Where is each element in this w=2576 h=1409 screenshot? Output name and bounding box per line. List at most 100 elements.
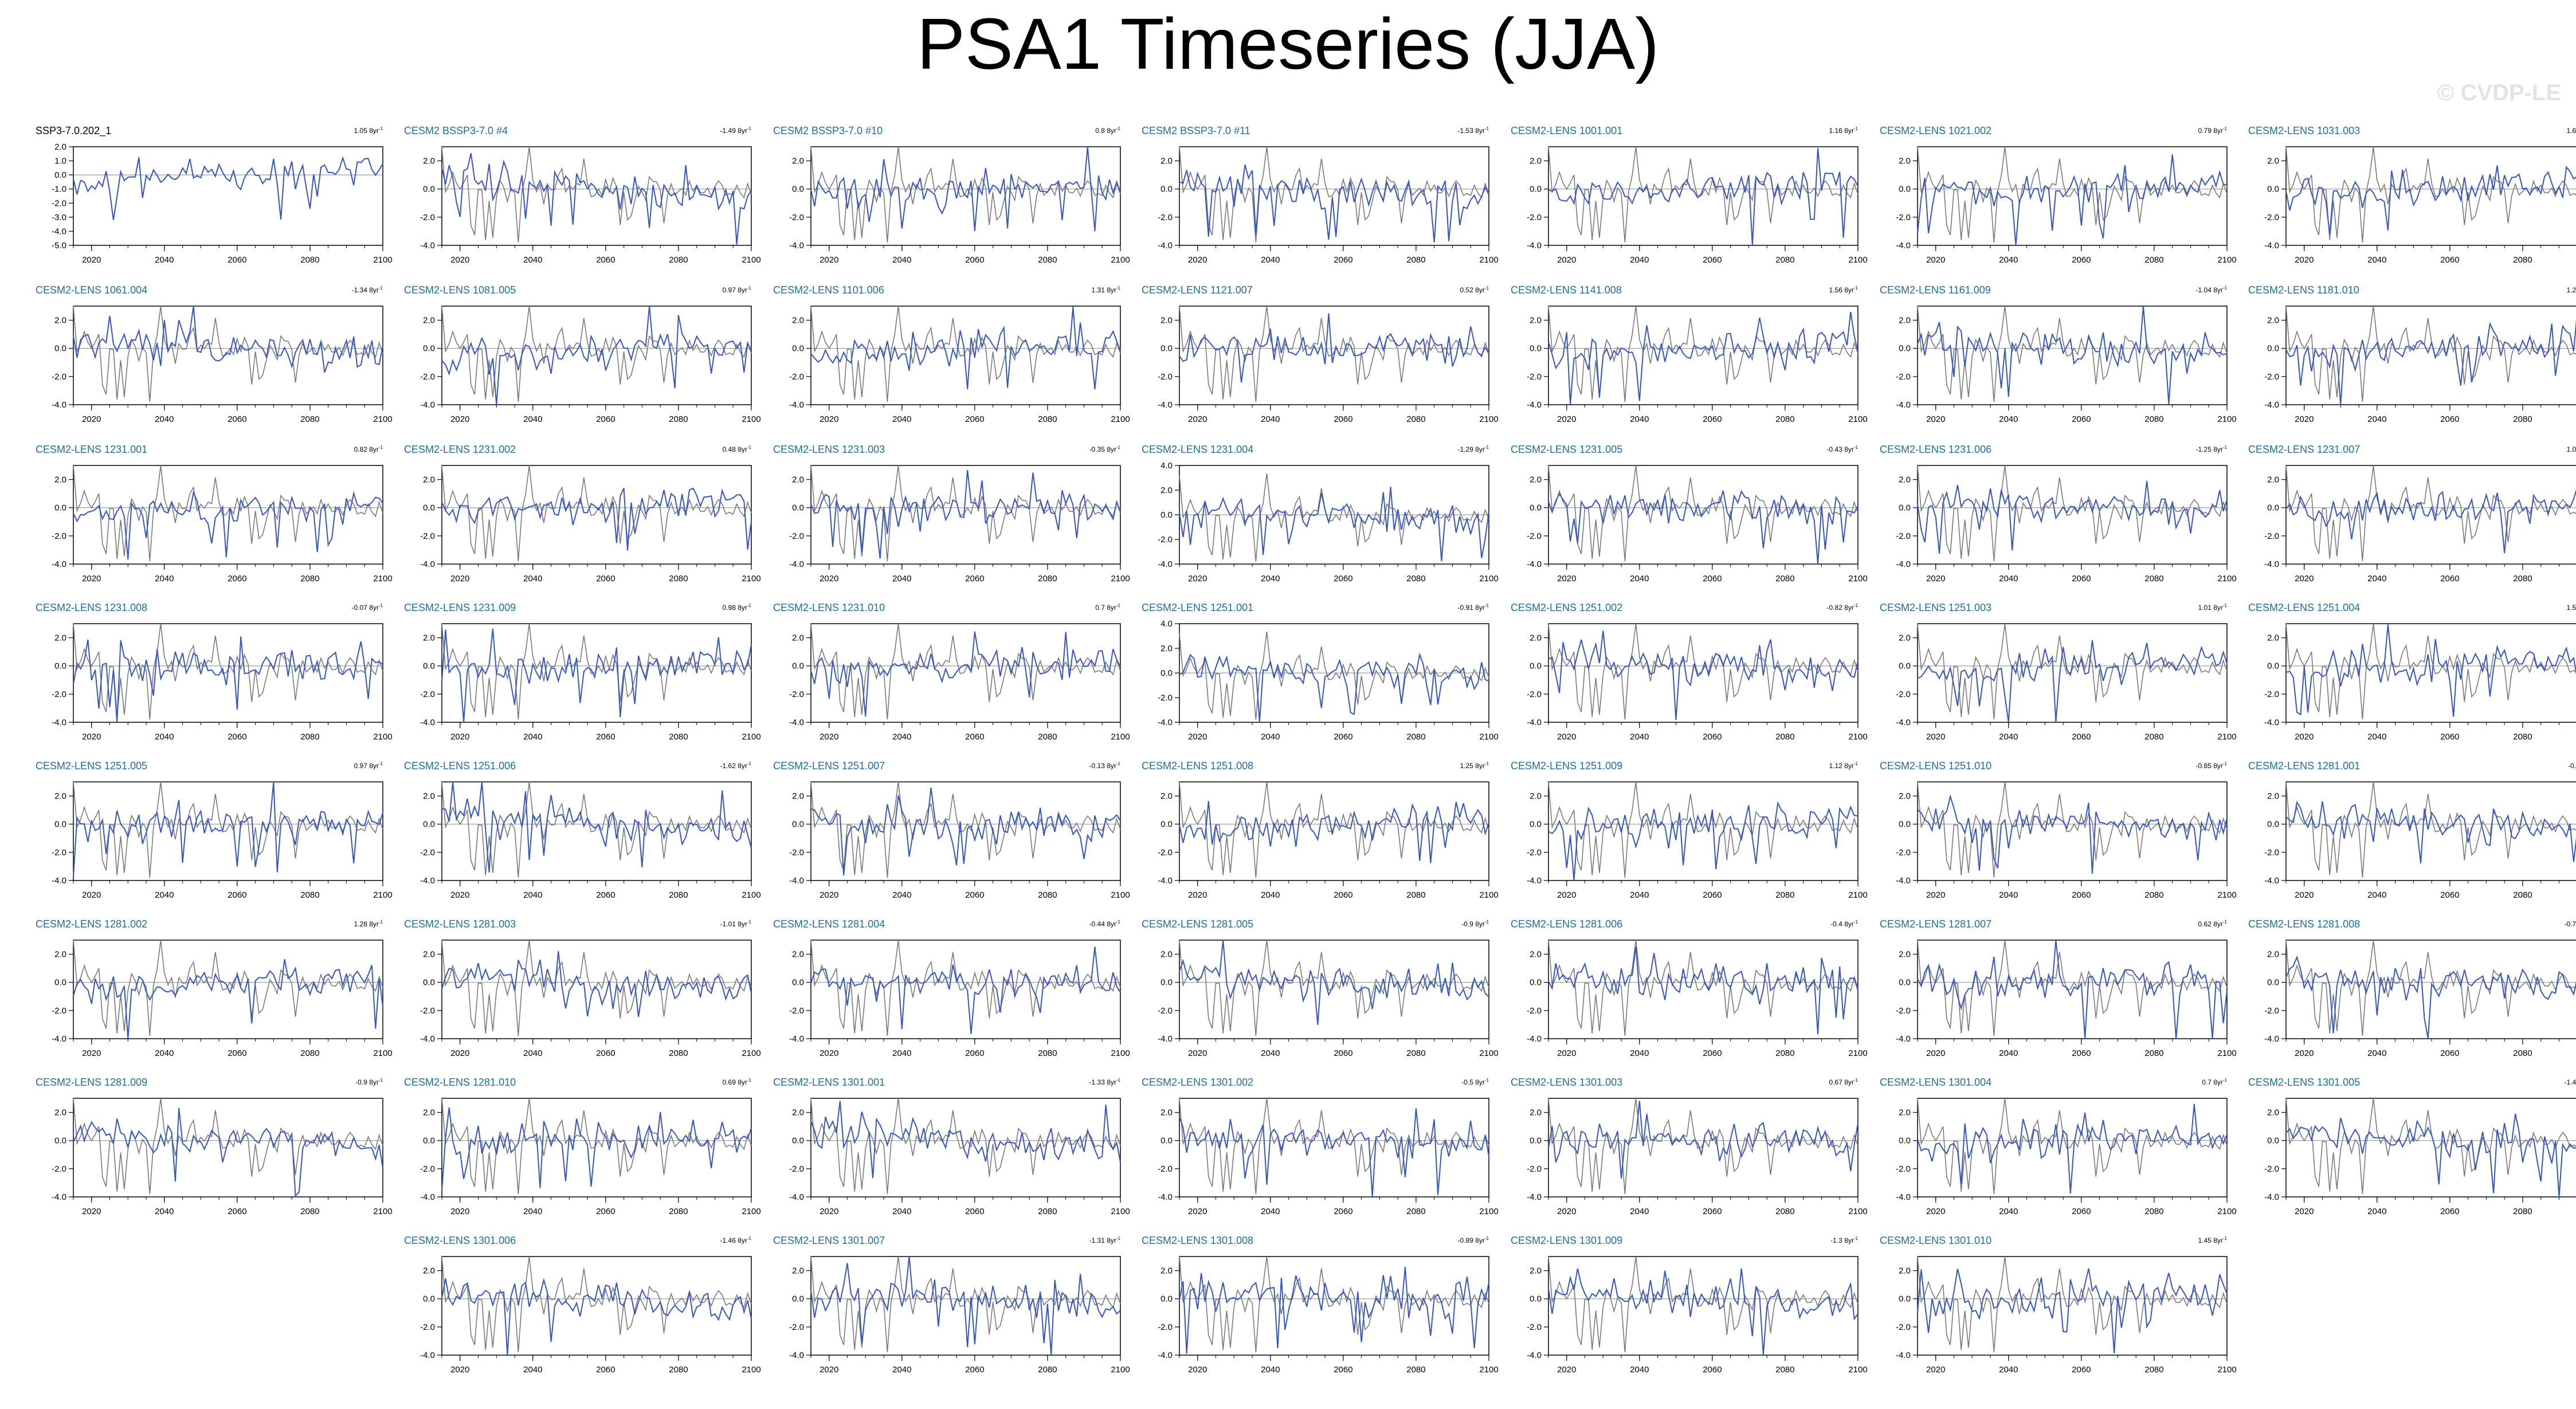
member-series-line	[1917, 1268, 2228, 1353]
y-tick-label: -2.0	[1527, 1164, 1542, 1174]
panel-title: CESM2-LENS 1281.004	[773, 918, 885, 930]
x-tick-label: 2060	[596, 1207, 615, 1216]
plot-frame	[73, 146, 383, 246]
x-tick-label: 2080	[669, 732, 688, 742]
x-tick-label: 2020	[820, 732, 838, 742]
reference-series-line	[1917, 623, 2228, 720]
x-tick-label: 2080	[1775, 890, 1794, 900]
timeseries-panel: CESM2-LENS 1061.004 -1.34 8yr-1 2.0 0.0 -2.0…	[36, 284, 399, 435]
y-tick-label: -2.0	[52, 1164, 66, 1174]
y-tick-label: -2.0	[52, 198, 66, 208]
member-series-line	[2285, 800, 2576, 864]
plot-frame	[1179, 146, 1489, 246]
x-tick-label: 2100	[2217, 732, 2236, 742]
reference-series-line	[73, 465, 383, 562]
member-series-line	[1548, 490, 1859, 565]
y-tick-label: -2.0	[1158, 848, 1173, 858]
panel-title: CESM2-LENS 1231.010	[773, 602, 885, 613]
y-tick-label: 0.0	[1899, 185, 1911, 194]
x-tick-label: 2100	[742, 1365, 760, 1375]
y-tick-label: 2.0	[1899, 475, 1911, 485]
panel-title: CESM2-LENS 1301.002	[1142, 1077, 1254, 1088]
plot-frame	[810, 1256, 1121, 1356]
panel-title: CESM2-LENS 1031.003	[2248, 125, 2361, 136]
timeseries-panel: CESM2-LENS 1021.002 0.79 8yr-1 2.0 0.0 -2.0 -…	[1880, 125, 2243, 275]
panel-trend: -1.29 8yr-1	[1457, 445, 1489, 453]
timeseries-panel: CESM2-LENS 1301.007 -1.31 8yr-1 2.0 0.0 -2.0…	[773, 1235, 1136, 1385]
plot-frame	[810, 306, 1121, 405]
panel-title: CESM2-LENS 1231.005	[1511, 444, 1623, 455]
member-series-line	[73, 959, 383, 1039]
panel-trend: -0.9 8yr-1	[1461, 919, 1489, 928]
y-tick-label: -2.0	[52, 690, 66, 699]
y-tick-label: -2.0	[420, 1322, 435, 1332]
panel-title: CESM2-LENS 1231.003	[773, 444, 885, 455]
panel-title: CESM2-LENS 1281.010	[404, 1077, 516, 1088]
x-tick-label: 2040	[155, 890, 174, 900]
panel-title: CESM2-LENS 1281.007	[1880, 918, 1992, 930]
member-series-line	[1917, 154, 2228, 246]
panel-trend: 0.79 8yr-1	[2198, 126, 2227, 135]
x-tick-label: 2020	[1926, 1048, 1945, 1058]
x-tick-label: 2040	[155, 732, 174, 742]
timeseries-panel: CESM2-LENS 1001.001 1.16 8yr-1 2.0 0.0 -2.0 -…	[1511, 125, 1874, 275]
panel-title: CESM2-LENS 1281.001	[2248, 760, 2361, 772]
x-tick-label: 2060	[228, 1048, 246, 1058]
x-tick-label: 2020	[820, 1365, 838, 1375]
y-tick-label: 2.0	[792, 792, 804, 801]
panel-trend: -0.77 8yr-1	[2564, 920, 2576, 928]
member-series-line	[441, 487, 752, 551]
x-tick-label: 2080	[1038, 255, 1057, 265]
x-tick-label: 2100	[1848, 1365, 1867, 1375]
panel-trend: 0.48 8yr-1	[722, 445, 751, 453]
timeseries-panel: CESM2-LENS 1281.003 -1.01 8yr-1 2.0 0.0 -2.0…	[404, 918, 767, 1069]
x-tick-label: 2020	[820, 890, 838, 900]
plot-frame	[1179, 781, 1489, 881]
plot-frame	[1179, 306, 1489, 405]
x-tick-label: 2080	[2513, 255, 2532, 265]
reference-series-line	[2285, 781, 2576, 878]
x-tick-label: 2040	[1630, 1365, 1649, 1375]
panel-trend: 0.7 8yr-1	[1095, 603, 1120, 612]
x-tick-label: 2020	[450, 732, 469, 742]
x-tick-label: 2040	[1261, 255, 1280, 265]
x-tick-label: 2080	[300, 574, 319, 584]
x-tick-label: 2060	[2440, 574, 2459, 584]
panel-trend: -1.33 8yr-1	[1089, 1078, 1120, 1086]
plot-frame	[810, 940, 1121, 1039]
x-tick-label: 2040	[523, 1365, 542, 1375]
plot-frame	[1917, 781, 2228, 881]
timeseries-panel: CESM2-LENS 1081.005 0.97 8yr-1 2.0 0.0 -2.0 -…	[404, 284, 767, 435]
timeseries-panel: CESM2-LENS 1251.010 -0.85 8yr-1 2.0 0.0 -2.0…	[1880, 760, 2243, 910]
timeseries-panel: CESM2-LENS 1181.010 1.27 8yr-1 2.0 0.0 -2.0 -…	[2248, 284, 2576, 435]
member-series-line	[810, 469, 1121, 559]
x-tick-label: 2080	[1775, 732, 1794, 742]
plot-frame	[1548, 623, 1859, 723]
y-tick-label: 0.0	[1160, 668, 1173, 678]
y-tick-label: 2.0	[423, 950, 435, 960]
x-tick-label: 2040	[2367, 890, 2386, 900]
y-tick-label: -4.0	[789, 241, 804, 251]
panel-title: CESM2-LENS 1281.003	[404, 918, 516, 930]
y-tick-label: 2.0	[2267, 792, 2279, 801]
panel-trend: -0.89 8yr-1	[1457, 1236, 1489, 1244]
x-tick-label: 2040	[892, 890, 911, 900]
y-tick-label: -4.0	[1527, 241, 1542, 251]
member-series-line	[441, 153, 752, 245]
x-tick-label: 2060	[1334, 255, 1352, 265]
panel-title: CESM2-LENS 1251.002	[1511, 602, 1623, 613]
y-tick-label: 2.0	[792, 475, 804, 485]
x-tick-label: 2040	[1261, 414, 1280, 424]
y-tick-label: 2.0	[1530, 475, 1542, 485]
reference-series-line	[1179, 306, 1489, 402]
